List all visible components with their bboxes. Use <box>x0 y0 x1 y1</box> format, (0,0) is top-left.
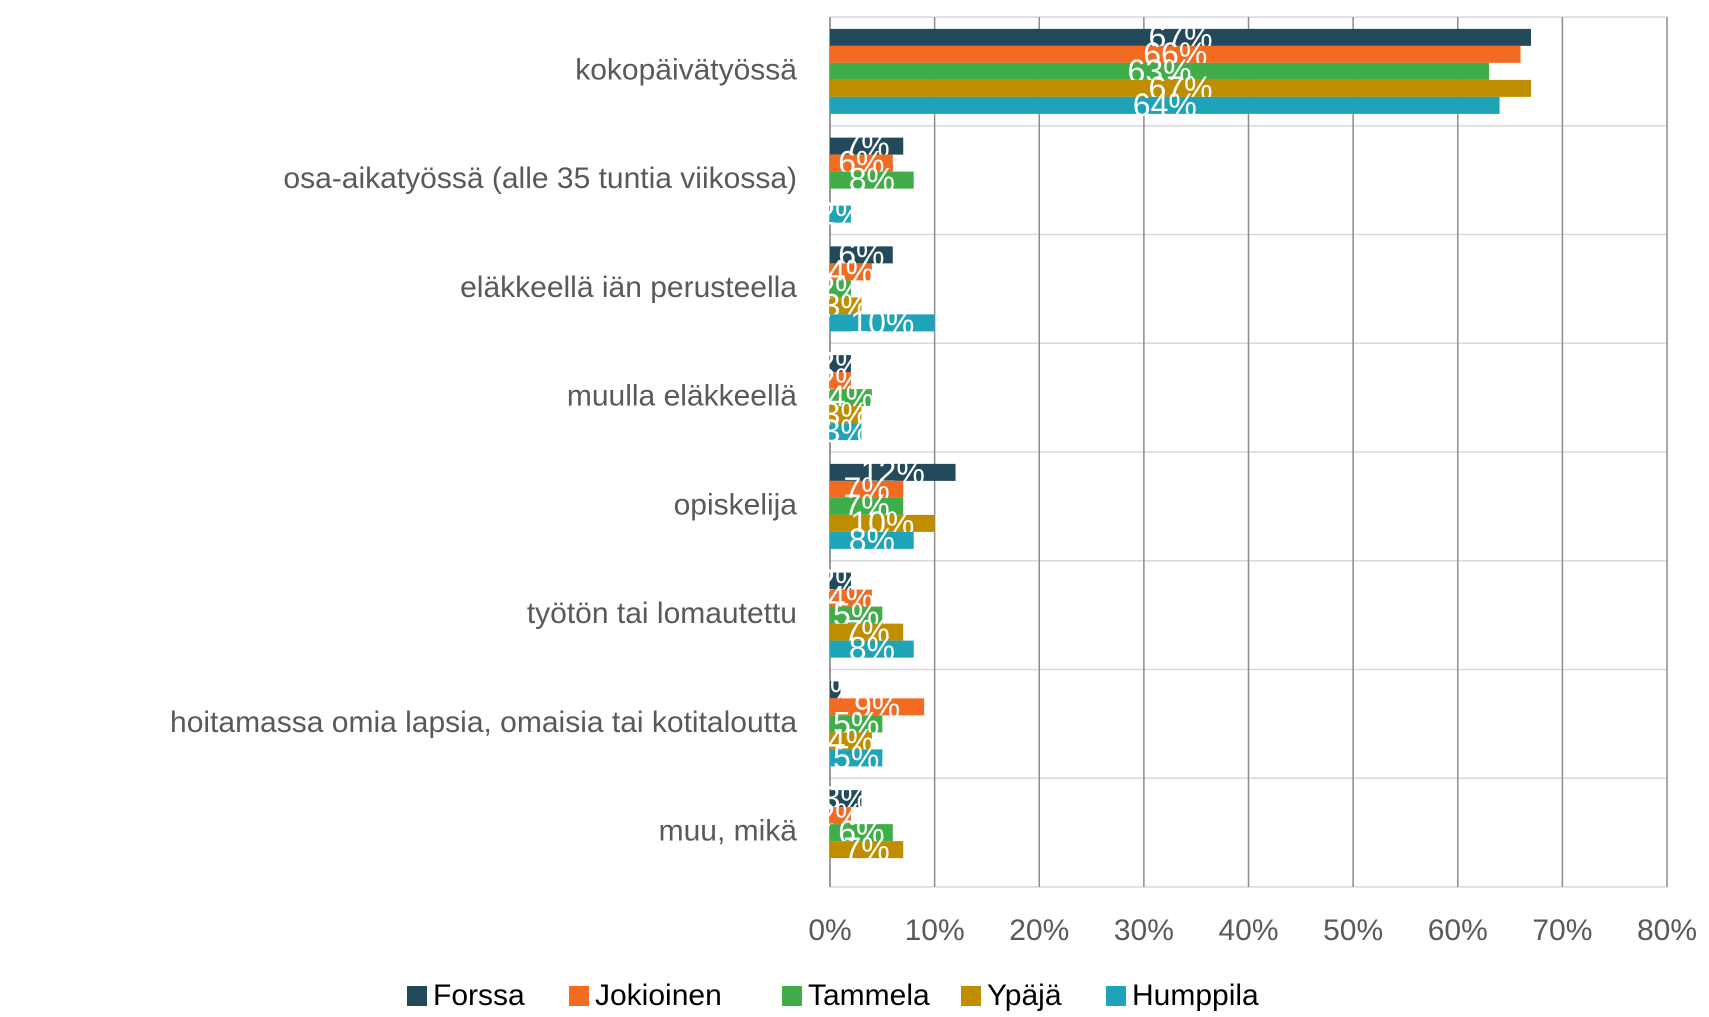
value-label: 5% <box>833 739 879 775</box>
bar <box>830 263 872 281</box>
x-tick-label: 80% <box>1637 914 1697 947</box>
bar <box>830 314 935 332</box>
bar <box>830 355 851 373</box>
bar <box>830 514 935 532</box>
bar <box>830 790 862 808</box>
value-label: 8% <box>849 162 895 198</box>
bar <box>830 205 851 223</box>
x-tick-label: 50% <box>1323 914 1383 947</box>
bar <box>830 246 893 264</box>
y-tick-label: muulla eläkkeellä <box>567 380 797 413</box>
bar <box>830 423 862 441</box>
y-tick-label: hoitamassa omia lapsia, omaisia tai koti… <box>170 706 797 739</box>
bar <box>830 389 872 407</box>
value-label: 3% <box>823 413 869 449</box>
legend-label: Humppila <box>1132 979 1259 1012</box>
bar <box>830 572 851 590</box>
bar <box>830 45 1521 63</box>
value-label: 8% <box>849 522 895 558</box>
value-label: 2% <box>817 196 863 232</box>
bar <box>830 589 872 607</box>
bar <box>830 824 893 842</box>
bar <box>830 171 914 189</box>
bar <box>830 497 904 515</box>
x-tick-label: 60% <box>1428 914 1488 947</box>
y-tick-label: kokopäivätyössä <box>575 53 797 86</box>
x-tick-label: 20% <box>1009 914 1069 947</box>
bar <box>830 640 914 658</box>
legend-label: Ypäjä <box>987 979 1062 1012</box>
x-tick-label: 10% <box>905 914 965 947</box>
bar <box>830 96 1500 114</box>
bar <box>830 531 914 549</box>
legend-swatch <box>961 986 981 1006</box>
legend-swatch <box>1106 986 1126 1006</box>
bar <box>830 807 851 825</box>
value-label: 10% <box>850 304 914 340</box>
value-label: 64% <box>1133 87 1197 123</box>
legend-swatch <box>569 986 589 1006</box>
bar <box>830 28 1531 46</box>
legend-label: Tammela <box>808 979 930 1012</box>
bar <box>830 606 883 624</box>
x-tick-label: 0% <box>808 914 851 947</box>
y-tick-label: osa-aikatyössä (alle 35 tuntia viikossa) <box>283 162 797 195</box>
value-label: 7% <box>843 831 889 867</box>
x-tick-label: 40% <box>1218 914 1278 947</box>
legend-swatch <box>782 986 802 1006</box>
value-label: 8% <box>849 631 895 667</box>
bar <box>830 297 862 315</box>
bar <box>830 280 851 298</box>
y-tick-label: työtön tai lomautettu <box>527 597 797 630</box>
bar <box>830 463 956 481</box>
bar <box>830 137 904 155</box>
legend-label: Jokioinen <box>595 979 722 1012</box>
y-tick-label: opiskelija <box>674 488 798 521</box>
y-tick-label: eläkkeellä iän perusteella <box>460 271 797 304</box>
bar <box>830 732 872 750</box>
y-tick-label: muu, mikä <box>659 815 798 848</box>
legend-label: Forssa <box>433 979 525 1012</box>
bar <box>830 749 883 767</box>
bar <box>830 62 1490 80</box>
bar <box>830 480 904 498</box>
bar <box>830 372 851 390</box>
bar <box>830 79 1531 97</box>
x-tick-label: 30% <box>1114 914 1174 947</box>
bar <box>830 698 925 716</box>
legend-swatch <box>407 986 427 1006</box>
bar <box>830 406 862 424</box>
bar <box>830 715 883 733</box>
bar <box>830 681 841 699</box>
bar <box>830 623 904 641</box>
x-tick-label: 70% <box>1532 914 1592 947</box>
bar <box>830 154 893 172</box>
bar <box>830 841 904 859</box>
